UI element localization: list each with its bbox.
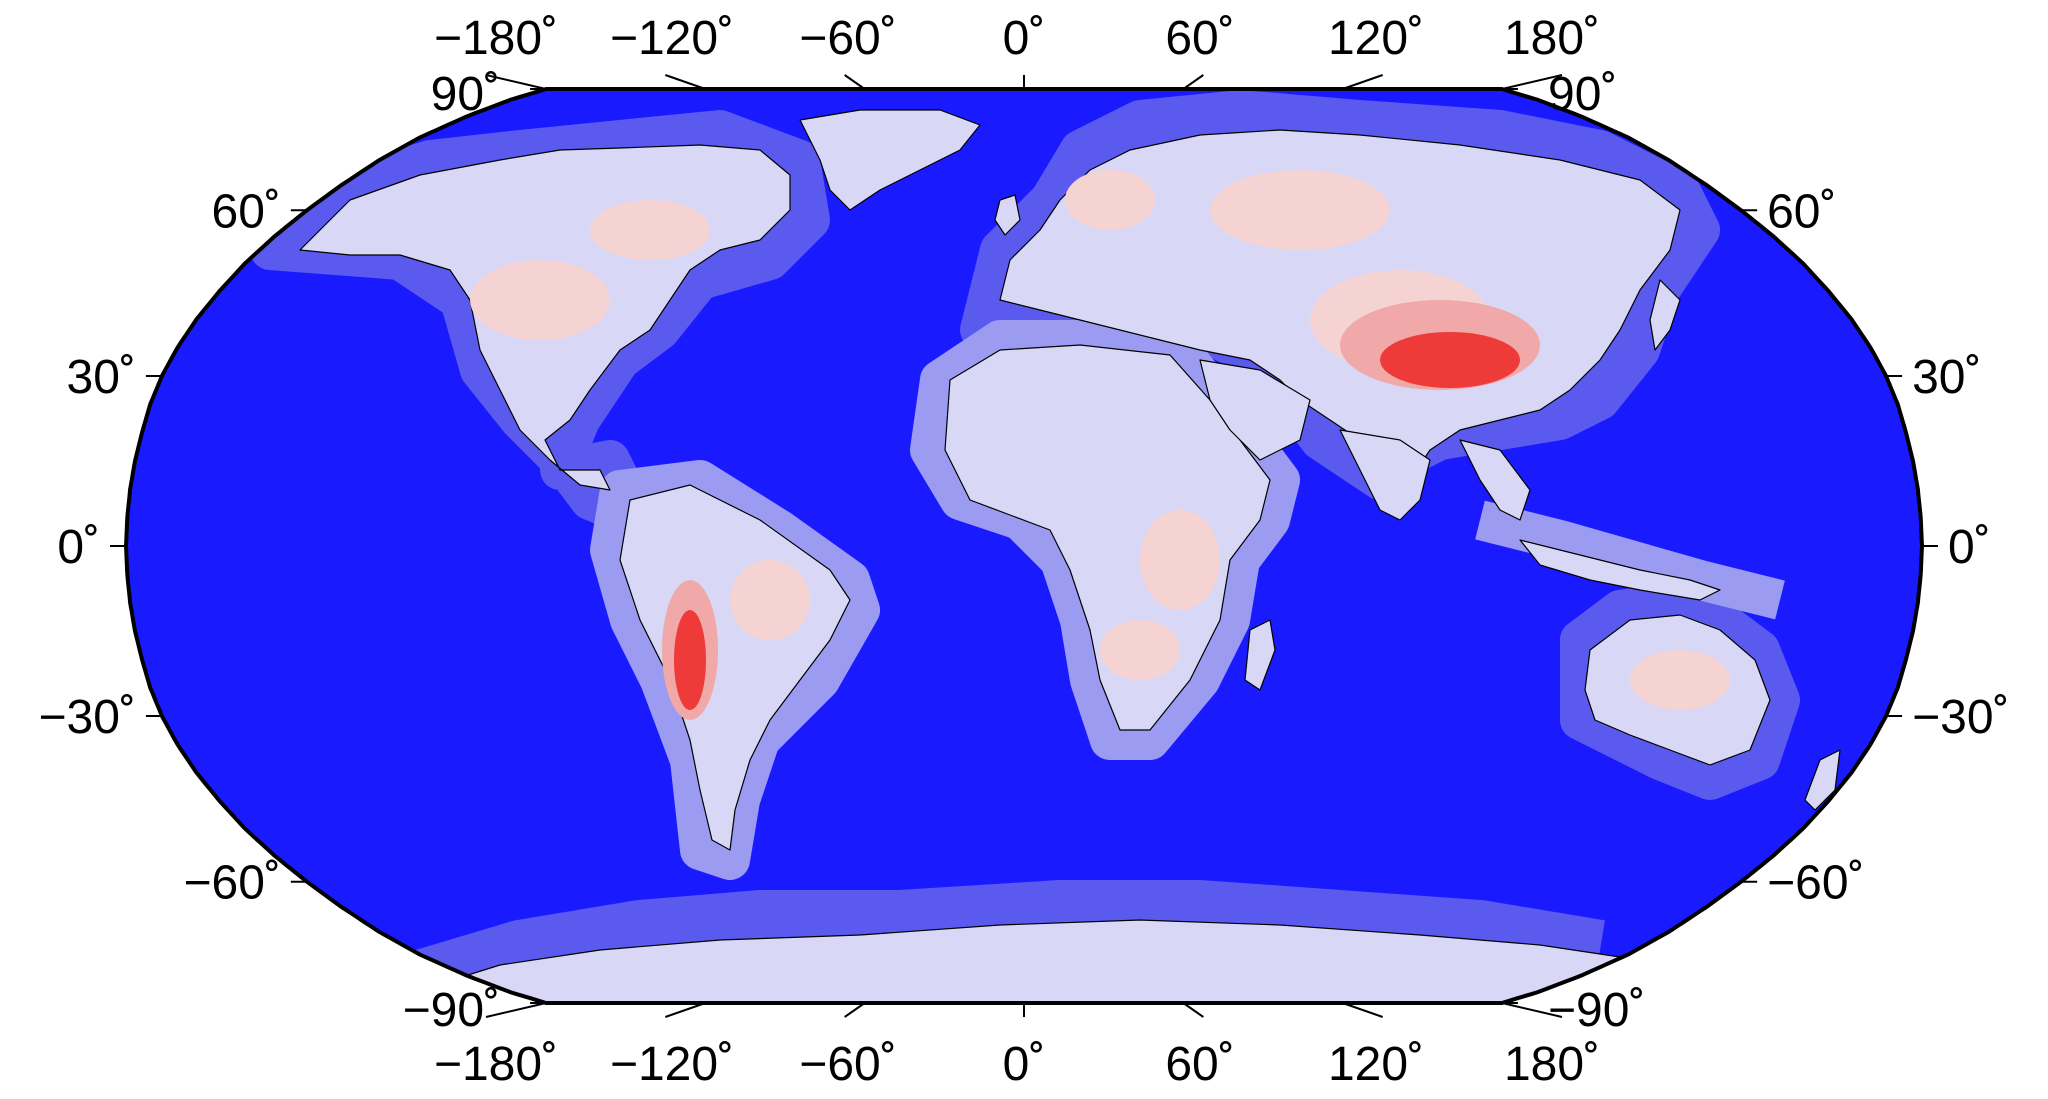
lat-label-right: 90˚ [1548, 68, 1617, 121]
japan-land [1649, 279, 1681, 351]
lat-label-right: 30˚ [1912, 351, 1981, 404]
andes-altiplano-region [674, 610, 706, 710]
peak-terrain-layer [674, 332, 1520, 710]
east-africa-region [1140, 510, 1220, 610]
lat-label-left: −60˚ [183, 857, 280, 910]
australia-interior-region [1630, 650, 1730, 710]
british-isles-land [994, 194, 1021, 236]
lon-tick-top [1342, 74, 1383, 90]
lat-label-left: −90˚ [403, 984, 500, 1037]
brazil-highlands-region [730, 560, 810, 640]
indonesia-shelf [1475, 500, 1785, 620]
rocky-mountains-region [470, 260, 610, 340]
lon-label-bottom: −60˚ [799, 1038, 896, 1091]
madagascar-land [1244, 619, 1276, 691]
lon-label-top: 60˚ [1165, 12, 1234, 65]
lat-label-right: −60˚ [1767, 857, 1864, 910]
siberia-region [1210, 170, 1390, 250]
lon-tick-bottom [1501, 1002, 1563, 1018]
lon-tick-top [665, 74, 706, 90]
antarctica-land [419, 919, 1641, 1003]
tibet-plateau-region [1380, 332, 1520, 388]
lat-label-right: 0˚ [1948, 521, 1991, 574]
map-layers [250, 90, 1841, 1003]
lon-tick-top [1182, 74, 1204, 90]
lat-label-right: 60˚ [1767, 185, 1836, 238]
southern-africa-region [1100, 620, 1180, 680]
india-land [1339, 429, 1431, 521]
axis-labels: −180˚ −180˚ −120˚ −120˚ −60˚ −60˚ 0˚ 0˚ 60˚ 60˚ 12… [38, 12, 2009, 1091]
greenland-land [799, 109, 981, 211]
lat-label-right: −30˚ [1912, 691, 2009, 744]
lon-label-bottom: 180˚ [1504, 1038, 1600, 1091]
canadian-shield-region [590, 200, 710, 260]
lon-tick-bottom [485, 1002, 547, 1018]
lat-label-left: 30˚ [67, 351, 136, 404]
africa-land [944, 344, 1271, 731]
lon-tick-bottom [844, 1002, 866, 1018]
lon-tick-bottom [1182, 1002, 1204, 1018]
lon-label-top: 180˚ [1504, 12, 1600, 65]
lon-tick-top [485, 74, 547, 90]
lon-label-bottom: −180˚ [434, 1038, 558, 1091]
lat-label-left: −30˚ [38, 691, 135, 744]
map-border [123, 87, 1925, 1005]
lat-label-left: 0˚ [57, 521, 100, 574]
lon-tick-bottom [1342, 1002, 1383, 1018]
lon-label-bottom: 60˚ [1165, 1038, 1234, 1091]
lon-label-top: 120˚ [1328, 12, 1424, 65]
scandinavia-region [1065, 170, 1155, 230]
lon-label-top: 0˚ [1003, 12, 1046, 65]
lon-tick-top [844, 74, 866, 90]
lon-label-top: −60˚ [799, 12, 896, 65]
southeast-asia-land [1459, 439, 1531, 521]
lat-label-left: 60˚ [212, 185, 281, 238]
lon-label-top: −180˚ [434, 12, 558, 65]
lon-label-bottom: −120˚ [610, 1038, 734, 1091]
lon-tick-bottom [665, 1002, 706, 1018]
lon-label-top: −120˚ [610, 12, 734, 65]
arabia-land [1199, 359, 1311, 461]
indonesia-land [1519, 539, 1721, 601]
lon-label-bottom: 120˚ [1328, 1038, 1424, 1091]
lon-label-bottom: 0˚ [1003, 1038, 1046, 1091]
lat-label-right: −90˚ [1548, 984, 1645, 1037]
lon-tick-top [1501, 74, 1563, 90]
graticule-ticks [110, 74, 1938, 1018]
lat-label-left: 90˚ [431, 68, 500, 121]
new-zealand-land [1804, 749, 1841, 811]
